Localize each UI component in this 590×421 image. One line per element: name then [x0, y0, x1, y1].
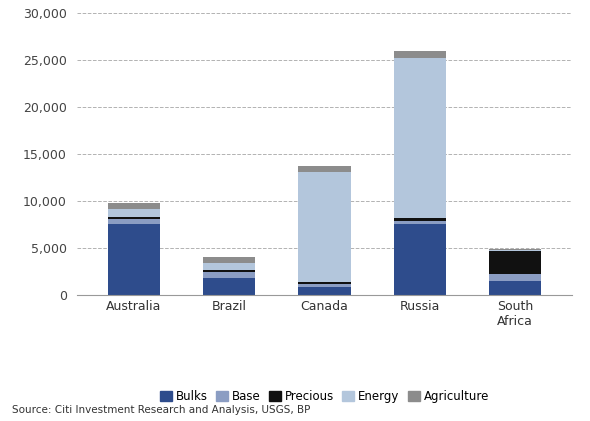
Bar: [299, 284, 350, 287]
Bar: [394, 221, 446, 224]
Bar: [299, 287, 350, 295]
Bar: [203, 272, 255, 278]
Bar: [299, 282, 350, 284]
Bar: [107, 224, 160, 295]
Bar: [107, 203, 160, 209]
Bar: [203, 257, 255, 263]
Bar: [489, 274, 542, 280]
Bar: [489, 249, 542, 250]
Bar: [394, 224, 446, 295]
Bar: [299, 173, 350, 282]
Bar: [299, 166, 350, 173]
Bar: [107, 219, 160, 224]
Bar: [107, 217, 160, 219]
Bar: [394, 58, 446, 218]
Legend: Bulks, Base, Precious, Energy, Agriculture: Bulks, Base, Precious, Energy, Agricultu…: [155, 385, 494, 408]
Bar: [203, 270, 255, 272]
Text: Source: Citi Investment Research and Analysis, USGS, BP: Source: Citi Investment Research and Ana…: [12, 405, 310, 415]
Bar: [489, 250, 542, 274]
Bar: [394, 51, 446, 58]
Bar: [394, 218, 446, 221]
Bar: [489, 280, 542, 295]
Bar: [107, 209, 160, 217]
Bar: [203, 263, 255, 270]
Bar: [203, 278, 255, 295]
